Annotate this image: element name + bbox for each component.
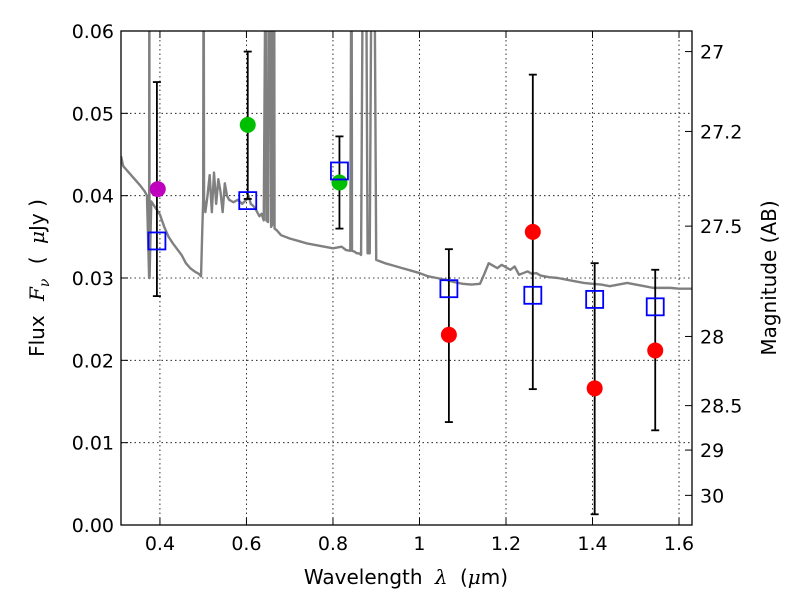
- data-point-circle: [586, 380, 603, 397]
- y-axis-label: Flux Fν ( μJy ): [25, 199, 54, 357]
- y-tick-label: 0.04: [72, 186, 114, 208]
- x-tick-label: 1.4: [577, 533, 607, 555]
- data-point-circle: [647, 342, 664, 359]
- data-markers: [147, 116, 665, 397]
- data-point-circle: [149, 181, 166, 198]
- right-tick-label: 27.2: [700, 121, 742, 143]
- grid: [121, 30, 692, 526]
- y-tick-label: 0.06: [72, 21, 114, 43]
- right-tick-label: 28: [700, 326, 724, 348]
- right-tick-label: 28.5: [700, 396, 742, 418]
- model-point-square: [147, 231, 167, 251]
- right-tick-label: 27.5: [700, 216, 742, 238]
- data-point-circle: [331, 174, 348, 191]
- y-tick-label: 0.02: [72, 350, 114, 372]
- x-tick-label: 1: [413, 533, 425, 555]
- y-tick-label: 0.05: [72, 103, 114, 125]
- y-axis-ticks: 0.00 0.01 0.02 0.03 0.04 0.05 0.06: [72, 21, 128, 537]
- right-tick-label: 30: [700, 485, 724, 507]
- x-axis-ticks: 0.4 0.6 0.8 1 1.2 1.4 1.6: [145, 31, 694, 555]
- model-spectrum-line: [121, 31, 692, 290]
- model-point-square: [238, 191, 258, 211]
- data-point-circle: [239, 116, 256, 133]
- data-point-circle: [524, 223, 541, 240]
- model-point-square: [585, 290, 605, 309]
- right-tick-label: 29: [700, 440, 724, 462]
- y-tick-label: 0.01: [72, 433, 114, 455]
- model-point-square: [330, 161, 349, 181]
- y-tick-label: 0.03: [72, 268, 114, 290]
- y-tick-label: 0.00: [72, 515, 114, 537]
- x-tick-label: 0.6: [231, 533, 261, 555]
- right-tick-label: 27: [700, 42, 724, 64]
- model-point-square: [645, 297, 665, 317]
- right-axis-ticks: 27 27.2 27.5 28 28.5 29 30: [685, 42, 742, 507]
- model-point-square: [523, 285, 543, 305]
- x-tick-label: 0.4: [145, 533, 175, 555]
- x-tick-label: 0.8: [318, 533, 348, 555]
- model-spectrum: [121, 31, 692, 290]
- data-point-circle: [440, 326, 457, 343]
- right-axis-label: Magnitude (AB): [757, 200, 781, 355]
- x-axis-label: Wavelength λ (μm): [304, 565, 508, 589]
- x-tick-label: 1.2: [491, 533, 521, 555]
- model-point-square: [439, 279, 459, 299]
- x-tick-label: 1.6: [664, 533, 694, 555]
